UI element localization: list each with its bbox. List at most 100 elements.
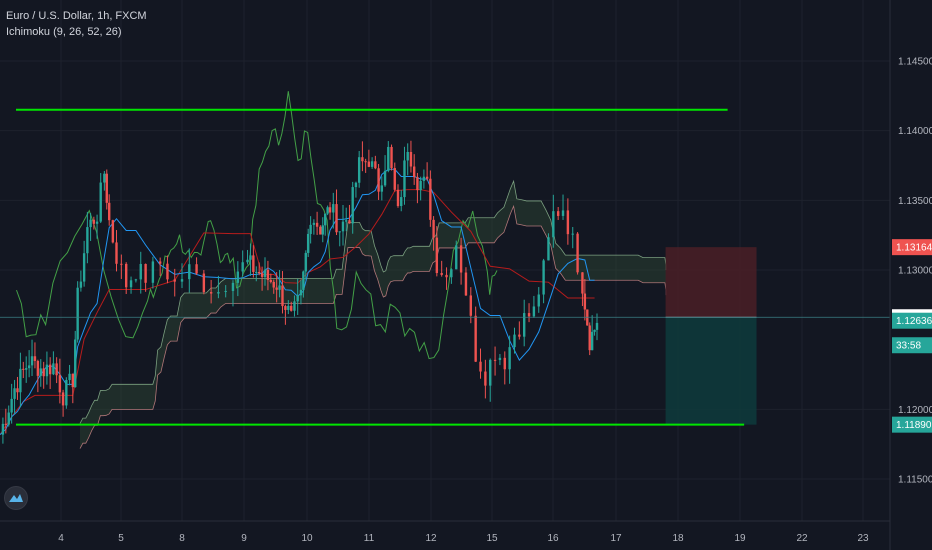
candle (139, 251, 142, 294)
candle (479, 348, 482, 379)
candle-body (383, 170, 387, 186)
candle (498, 354, 502, 366)
candle-body (498, 357, 502, 361)
candle (48, 357, 52, 389)
indicator-label[interactable]: Ichimoku (9, 26, 52, 26) (6, 26, 122, 38)
candle (542, 258, 545, 304)
candle (561, 194, 565, 220)
price-tag-bg (892, 312, 932, 329)
candle (566, 198, 570, 245)
y-tick-label: 1.13500 (898, 196, 932, 207)
candle-body (111, 220, 115, 243)
symbol-title[interactable]: Euro / U.S. Dollar, 1h, FXCM (6, 10, 147, 22)
candle-body (312, 222, 316, 225)
candle (416, 172, 419, 204)
candle-body (68, 373, 71, 381)
candle-body (566, 210, 570, 235)
candle-body (542, 260, 545, 295)
candle-body (139, 263, 142, 280)
candle-body (422, 176, 426, 181)
candle-body (92, 219, 96, 224)
candle (95, 214, 99, 239)
candle-body (241, 262, 244, 272)
candle-body (351, 187, 354, 224)
candle-body (27, 365, 31, 369)
candle-body (202, 273, 206, 293)
candle-body (326, 207, 329, 214)
candle-body (304, 252, 307, 272)
candle (7, 405, 10, 427)
candle (425, 162, 429, 181)
candle-body (284, 306, 287, 310)
candle-body (432, 219, 435, 238)
candle-body (367, 161, 371, 167)
candle (89, 213, 92, 241)
candle (432, 216, 435, 251)
candle-body (269, 280, 273, 282)
candle-body (503, 357, 506, 370)
candle-body (7, 412, 10, 425)
candle (287, 300, 290, 315)
candle (527, 303, 531, 323)
price-tag-label: 1.13164 (896, 243, 932, 254)
candle (321, 217, 324, 243)
candle (257, 262, 261, 276)
candle-body (588, 325, 591, 351)
candle (42, 361, 45, 389)
tradingview-logo-icon[interactable] (4, 486, 28, 510)
candle (489, 358, 492, 402)
candle-body (82, 253, 86, 282)
candle (406, 143, 409, 176)
candle (380, 176, 384, 201)
candle-body (19, 368, 22, 393)
candle-body (425, 176, 429, 179)
price-tag-bg (892, 416, 932, 433)
candle-body (71, 373, 75, 388)
x-tick-label: 18 (672, 533, 684, 544)
candle-body (593, 329, 596, 332)
candle (493, 346, 497, 376)
candle (396, 184, 400, 208)
candle-body (390, 146, 393, 169)
candle-body (323, 213, 327, 226)
candle (252, 245, 255, 278)
candle-body (315, 222, 319, 227)
candle-body (293, 301, 296, 311)
candle (13, 379, 16, 415)
logo-mark-icon (9, 494, 23, 502)
candle (583, 279, 587, 321)
candle-body (22, 368, 25, 370)
candle (304, 250, 307, 280)
candle-body (357, 157, 361, 183)
candle (260, 266, 264, 291)
candle-body (278, 285, 281, 290)
candle (36, 359, 40, 393)
candle (338, 231, 341, 247)
x-tick-label: 11 (364, 533, 375, 544)
price-tag: 1.12636 (892, 312, 932, 329)
candle-body (65, 380, 68, 406)
candle-body (348, 220, 351, 224)
candle-body (4, 423, 8, 425)
candle-body (332, 204, 335, 213)
x-tick-label: 15 (486, 533, 498, 544)
candle (55, 357, 58, 384)
y-tick-label: 1.12000 (898, 405, 932, 416)
candle (144, 263, 147, 292)
candle (151, 256, 155, 289)
candle (474, 306, 477, 362)
candle-body (86, 227, 89, 254)
candle (79, 270, 83, 292)
candle (312, 219, 316, 235)
candle (246, 249, 249, 265)
candle (188, 248, 191, 293)
candle (65, 377, 68, 409)
price-tag: 33:58 (892, 337, 932, 354)
candle-body (1, 423, 5, 435)
candle-body (195, 264, 198, 274)
candle-body (522, 313, 526, 337)
candle-body (354, 182, 358, 188)
x-tick-label: 10 (301, 533, 313, 544)
candle-body (361, 157, 364, 162)
